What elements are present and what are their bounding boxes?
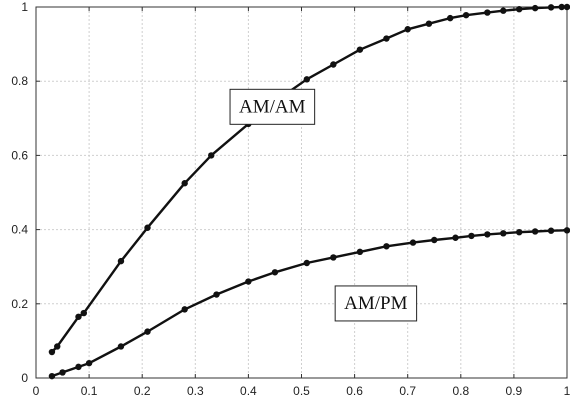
data-point — [213, 291, 220, 298]
data-point — [330, 61, 337, 68]
data-point — [356, 248, 364, 256]
data-point — [425, 20, 433, 27]
data-point — [208, 152, 215, 159]
series-layer — [48, 3, 570, 380]
x-tick-label: 0.6 — [346, 384, 363, 398]
series-line — [50, 5, 569, 354]
x-tick-label: 0.8 — [452, 384, 469, 398]
x-tick-label: 0.7 — [399, 384, 416, 398]
y-tick-label: 0 — [21, 371, 28, 385]
data-point — [484, 9, 491, 16]
data-point — [271, 269, 279, 276]
annotation-label: AM/PM — [344, 293, 407, 314]
x-tick-label: 0 — [33, 384, 40, 398]
tick-labels: 0 0.1 0.2 0.3 0.4 0.5 0.6 0.7 0.8 0.9 1 0 0.2 0.4 0.6 0… — [11, 0, 570, 398]
y-tick-label: 0.6 — [11, 148, 28, 162]
data-point — [468, 232, 475, 240]
data-point — [404, 26, 411, 33]
data-point — [452, 234, 459, 241]
x-tick-label: 0.3 — [187, 384, 204, 398]
annotation-frame — [229, 88, 316, 125]
data-point — [54, 343, 61, 350]
data-point — [558, 3, 565, 11]
data-point — [500, 7, 507, 14]
data-point — [330, 254, 337, 261]
x-tick-label: 1 — [564, 384, 570, 398]
data-point — [446, 14, 454, 22]
data-point — [516, 6, 523, 13]
data-point — [181, 306, 188, 313]
data-point — [144, 328, 151, 335]
data-point — [75, 363, 82, 371]
data-point — [531, 228, 539, 235]
annotation-box: AM/PM — [334, 285, 418, 322]
annotation-label: AM/AM — [239, 96, 306, 117]
data-point — [484, 231, 491, 238]
data-point — [245, 278, 252, 285]
series-1 — [48, 3, 570, 356]
data-point — [59, 369, 66, 376]
data-point — [462, 11, 470, 19]
data-point — [144, 224, 151, 231]
data-point — [303, 76, 311, 83]
data-point — [117, 257, 125, 265]
data-point — [75, 313, 82, 320]
data-point — [516, 228, 523, 236]
y-tick-label: 0.8 — [11, 74, 28, 88]
annotation-frame — [334, 285, 418, 322]
annotation-box: AM/AM — [229, 88, 316, 125]
data-point — [431, 236, 438, 244]
grid — [36, 7, 567, 378]
data-point — [547, 4, 555, 11]
y-tick-label: 0.4 — [11, 223, 28, 237]
y-tick-label: 0.2 — [11, 297, 28, 311]
x-tick-label: 0.4 — [240, 384, 257, 398]
x-tick-label: 0.5 — [293, 384, 310, 398]
data-point — [80, 309, 87, 317]
data-point — [547, 227, 555, 234]
x-tick-label: 0.1 — [81, 384, 98, 398]
data-point — [48, 348, 56, 356]
data-point — [117, 343, 125, 350]
data-point — [563, 227, 570, 234]
data-point — [383, 243, 390, 250]
x-tick-label: 0.2 — [134, 384, 151, 398]
data-point — [500, 230, 507, 237]
data-point — [356, 46, 364, 53]
data-point — [303, 259, 311, 267]
data-point — [181, 180, 188, 187]
data-point — [48, 372, 56, 380]
data-point — [409, 239, 417, 246]
x-tick-label: 0.9 — [506, 384, 523, 398]
data-point — [563, 3, 570, 11]
series-2 — [48, 227, 570, 380]
data-point — [383, 35, 390, 42]
annotations: AM/AM AM/PM — [229, 88, 418, 322]
y-tick-label: 1 — [21, 0, 28, 14]
data-point — [85, 359, 93, 367]
data-point — [531, 4, 539, 12]
